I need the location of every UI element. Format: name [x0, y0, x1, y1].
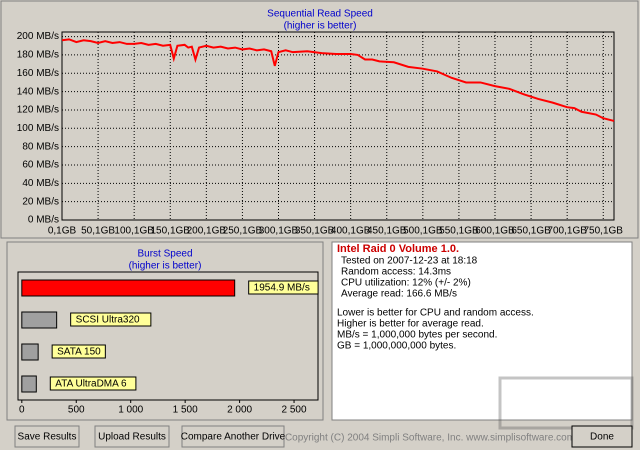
y-tick-label: 100 MB/s: [17, 123, 59, 134]
button-label[interactable]: Compare Another Drive: [181, 432, 286, 443]
x-tick-label: 200,1GB: [187, 226, 227, 237]
x-tick-label: 50,1GB: [81, 226, 115, 237]
top-panel: [0, 0, 639, 239]
info-note: GB = 1,000,000,000 bytes.: [337, 341, 456, 352]
x-tick-label: 2 000: [227, 405, 252, 416]
y-tick-label: 80 MB/s: [22, 141, 59, 152]
x-tick-label: 0,1GB: [48, 226, 77, 237]
x-tick-label: 700,1GB: [547, 226, 587, 237]
x-tick-label: 500: [68, 405, 85, 416]
info-note: MB/s = 1,000,000 bytes per second.: [337, 330, 497, 341]
x-tick-label: 750,1GB: [584, 226, 624, 237]
info-line: Tested on 2007-12-23 at 18:18: [341, 256, 478, 267]
bar-title: Burst Speed: [137, 249, 192, 260]
x-tick-label: 1 000: [118, 405, 143, 416]
button[interactable]: [181, 425, 285, 448]
y-tick-label: 40 MB/s: [22, 178, 59, 189]
label-box: [49, 376, 137, 391]
value-label: 1954.9 MB/s: [254, 283, 310, 294]
x-tick-label: 250,1GB: [223, 226, 263, 237]
line-subtitle: (higher is better): [284, 21, 357, 32]
x-tick-label: 2 500: [282, 405, 307, 416]
x-tick-label: 650,1GB: [511, 226, 551, 237]
x-tick-label: 350,1GB: [295, 226, 335, 237]
x-tick-label: 500,1GB: [403, 226, 443, 237]
y-tick-label: 120 MB/s: [17, 105, 59, 116]
info-line: CPU utilization: 12% (+/- 2%): [341, 278, 471, 289]
line-plot-area: [61, 31, 615, 221]
x-tick-label: 100,1GB: [114, 226, 154, 237]
label-box: [248, 280, 319, 295]
category-label: SCSI Ultra320: [76, 315, 140, 326]
x-tick-label: 450,1GB: [367, 226, 407, 237]
bar-subtitle: (higher is better): [129, 261, 202, 272]
watermark: [498, 376, 634, 430]
burst-panel: [6, 241, 324, 421]
y-tick-label: 180 MB/s: [17, 50, 59, 61]
info-note: Higher is better for average read.: [337, 319, 484, 330]
bar: [21, 311, 58, 329]
x-tick-label: 0: [19, 405, 25, 416]
info-line: Average read: 166.6 MB/s: [341, 289, 457, 300]
y-tick-label: 0 MB/s: [28, 215, 59, 226]
y-tick-label: 60 MB/s: [22, 160, 59, 171]
category-label: SATA 150: [57, 347, 101, 358]
button[interactable]: [94, 425, 170, 448]
y-tick-label: 200 MB/s: [17, 31, 59, 42]
bar: [21, 343, 39, 361]
label-box: [70, 312, 152, 327]
bar: [21, 375, 37, 393]
button[interactable]: [571, 425, 633, 448]
y-tick-label: 140 MB/s: [17, 86, 59, 97]
info-heading: Intel Raid 0 Volume 1.0.: [337, 243, 459, 255]
x-tick-label: 300,1GB: [259, 226, 299, 237]
line-title: Sequential Read Speed: [267, 9, 373, 20]
read-speed-line: [61, 38, 615, 122]
x-tick-label: 150,1GB: [151, 226, 191, 237]
bar: [21, 279, 236, 297]
y-tick-label: 160 MB/s: [17, 68, 59, 79]
button[interactable]: [14, 425, 80, 448]
button-label[interactable]: Upload Results: [98, 432, 166, 443]
copyright: Copyright (C) 2004 Simpli Software, Inc.…: [285, 433, 575, 444]
label-box: [51, 344, 106, 359]
x-tick-label: 1 500: [173, 405, 198, 416]
y-tick-label: 20 MB/s: [22, 196, 59, 207]
button-label[interactable]: Save Results: [18, 432, 77, 443]
x-tick-label: 550,1GB: [439, 226, 479, 237]
info-panel: [331, 241, 633, 421]
button-label[interactable]: Done: [590, 432, 614, 443]
info-note: Lower is better for CPU and random acces…: [337, 308, 534, 319]
info-line: Random access: 14.3ms: [341, 267, 451, 278]
x-tick-label: 400,1GB: [331, 226, 371, 237]
x-tick-label: 600,1GB: [475, 226, 515, 237]
category-label: ATA UltraDMA 6: [55, 379, 127, 390]
